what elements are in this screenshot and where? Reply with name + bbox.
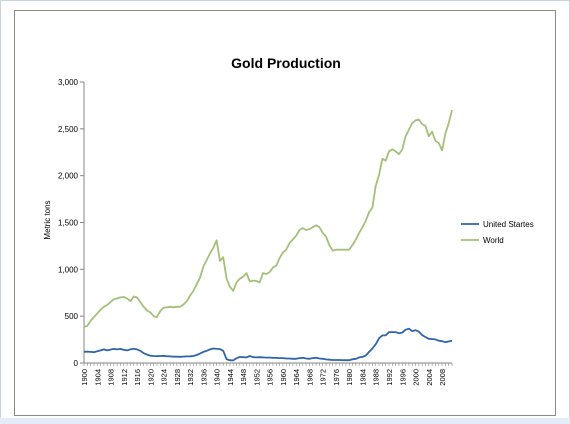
x-tick-label: 1964 xyxy=(292,369,301,386)
series-layer xyxy=(83,109,453,362)
x-tick-label: 1928 xyxy=(173,369,182,386)
legend: United Startes World xyxy=(461,220,534,245)
legend-label: World xyxy=(483,236,504,245)
x-tick-label: 1936 xyxy=(199,369,208,386)
legend-label: United Startes xyxy=(483,220,534,229)
bottom-strip xyxy=(0,418,570,424)
y-axis-ticks: 0 500 1,000 1,500 2,000 2,500 3,000 xyxy=(58,78,84,368)
x-axis-ticks: 1900 1904 1908 1912 1916 1920 1924 1928 1932 1936… xyxy=(80,363,453,386)
x-tick-label: 1916 xyxy=(133,369,142,386)
x-tick-label: 1948 xyxy=(239,369,248,386)
chart-title: Gold Production xyxy=(231,55,341,71)
x-tick-label: 1944 xyxy=(226,369,235,386)
x-tick-label: 1952 xyxy=(252,369,261,386)
y-tick-label: 0 xyxy=(74,359,79,368)
x-tick-label: 1988 xyxy=(372,369,381,386)
x-tick-label: 2008 xyxy=(438,369,447,386)
y-tick-label: 3,000 xyxy=(58,78,79,87)
x-tick-label: 1900 xyxy=(80,369,89,386)
x-tick-label: 1904 xyxy=(93,369,102,386)
x-tick-label: 1968 xyxy=(305,369,314,386)
x-tick-label: 1932 xyxy=(186,369,195,386)
y-tick-label: 500 xyxy=(65,312,79,321)
x-tick-label: 1920 xyxy=(146,369,155,386)
x-tick-label: 1976 xyxy=(332,369,341,386)
series-line-united-startes xyxy=(83,327,453,362)
x-tick-label: 1960 xyxy=(279,369,288,386)
x-tick-label: 2000 xyxy=(412,369,421,386)
x-tick-label: 1980 xyxy=(345,369,354,386)
chart-area xyxy=(14,10,556,416)
x-tick-label: 1996 xyxy=(398,369,407,386)
x-tick-label: 1912 xyxy=(120,369,129,386)
x-tick-label: 1908 xyxy=(107,369,116,386)
x-tick-label: 1992 xyxy=(385,369,394,386)
x-tick-label: 1984 xyxy=(358,369,367,386)
y-tick-label: 2,000 xyxy=(58,172,79,181)
y-axis-title: Metric tons xyxy=(43,200,52,239)
x-tick-label: 1956 xyxy=(266,369,275,386)
series-line-world xyxy=(83,109,453,328)
x-tick-label: 1972 xyxy=(319,369,328,386)
x-tick-label: 2004 xyxy=(425,369,434,386)
y-tick-label: 1,500 xyxy=(58,219,79,228)
y-tick-label: 1,000 xyxy=(58,265,79,274)
y-tick-label: 2,500 xyxy=(58,125,79,134)
x-tick-label: 1924 xyxy=(160,369,169,386)
x-tick-label: 1940 xyxy=(213,369,222,386)
